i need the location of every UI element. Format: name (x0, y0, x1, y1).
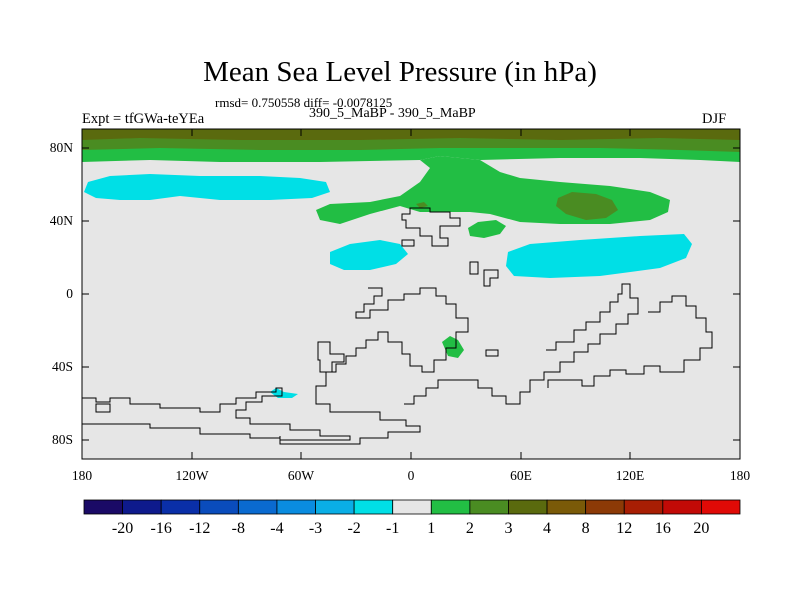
lat-label-80s: 80S (51, 432, 73, 447)
contour-fill-layer (82, 129, 740, 398)
colorbar-tick-label: 16 (654, 520, 671, 537)
colorbar-tick-label: -20 (111, 520, 134, 537)
colorbar-swatch (585, 499, 625, 515)
colorbar-tick-label: -12 (189, 520, 211, 537)
colorbar-swatch (276, 499, 316, 515)
coastline-iberia (401, 239, 415, 247)
colorbar (83, 499, 741, 515)
coastline-indian-subcontinent (485, 349, 499, 357)
colorbar-swatch (160, 499, 201, 515)
colorbar-swatch (662, 499, 702, 515)
colorbar-swatch (546, 499, 587, 515)
colorbar-swatch (508, 499, 548, 515)
colorbar-swatch (430, 499, 471, 515)
lon-label-180e: 180 (729, 468, 751, 483)
colorbar-tick-label: -1 (386, 520, 400, 537)
colorbar-tick-label: 4 (543, 520, 552, 537)
colorbar-swatch (122, 499, 162, 515)
colorbar-tick-label: -3 (308, 520, 323, 537)
colorbar-swatch (469, 499, 509, 515)
colorbar-tick-label: 1 (427, 520, 436, 537)
colorbar-tick-label: 12 (616, 520, 633, 537)
coastline-australia (547, 295, 713, 388)
coastline-south-america (317, 341, 345, 373)
lon-ticks (81, 129, 741, 459)
contour-region-safrica-green (442, 336, 464, 358)
colorbar-swatch (353, 499, 394, 515)
lat-label-eq: 0 (66, 286, 73, 301)
coastline-antarctica (82, 387, 351, 441)
contour-region-atlantic-cyan (330, 240, 408, 270)
colorbar-swatch (199, 499, 239, 515)
coastline-se-asia (404, 283, 639, 405)
colorbar-tick-label: 2 (465, 520, 474, 537)
colorbar-tick-label: 20 (693, 520, 710, 537)
colorbar-swatch (237, 499, 278, 515)
contour-region-nam-cyan (84, 174, 330, 200)
coastline-africa (82, 287, 469, 445)
colorbar-swatch (315, 499, 355, 515)
lon-label-60w: 60W (287, 468, 315, 483)
contour-region-small-green (468, 220, 506, 238)
contour-region-asia-dark (556, 192, 618, 220)
colorbar-tick-label: -8 (231, 520, 245, 537)
colorbar-tick-label: 3 (504, 520, 513, 537)
coastline-arabia (483, 269, 499, 287)
colorbar-tick-label: -4 (270, 520, 284, 537)
colorbar-tick-label: -2 (347, 520, 361, 537)
stats-subtitle: rmsd= 0.750558 diff= -0.0078125 (215, 95, 393, 110)
lon-label-60e: 60E (510, 468, 532, 483)
lon-label-120e: 120E (615, 468, 645, 483)
contour-region-pacific-cyan (506, 234, 692, 278)
colorbar-swatch (701, 499, 741, 515)
experiment-label: Expt = tfGWa-teYEa (82, 111, 205, 127)
colorbar-swatch (83, 499, 123, 515)
colorbar-tick-label: 8 (581, 520, 590, 537)
coastline-layer (82, 207, 713, 445)
coastline-small-island (95, 403, 111, 413)
lon-label-0: 0 (407, 468, 415, 483)
lat-label-40n: 40N (49, 213, 73, 228)
season-label: DJF (702, 111, 727, 127)
comparison-label: 390_5_MaBP - 390_5_MaBP (309, 106, 476, 121)
colorbar-tick-label: -16 (150, 520, 172, 537)
coastline-caspian (469, 261, 479, 275)
lat-ticks (82, 147, 740, 441)
coastline-europe (401, 207, 461, 247)
lat-label-40s: 40S (51, 359, 73, 374)
map-title: Mean Sea Level Pressure (in hPa) (203, 56, 597, 88)
lon-label-120w: 120W (175, 468, 209, 483)
lon-label-180w: 180 (71, 468, 93, 483)
lat-label-80n: 80N (49, 140, 73, 155)
colorbar-swatch (392, 499, 432, 515)
colorbar-swatch (623, 499, 664, 515)
contour-region-tiny-dark (416, 202, 428, 208)
